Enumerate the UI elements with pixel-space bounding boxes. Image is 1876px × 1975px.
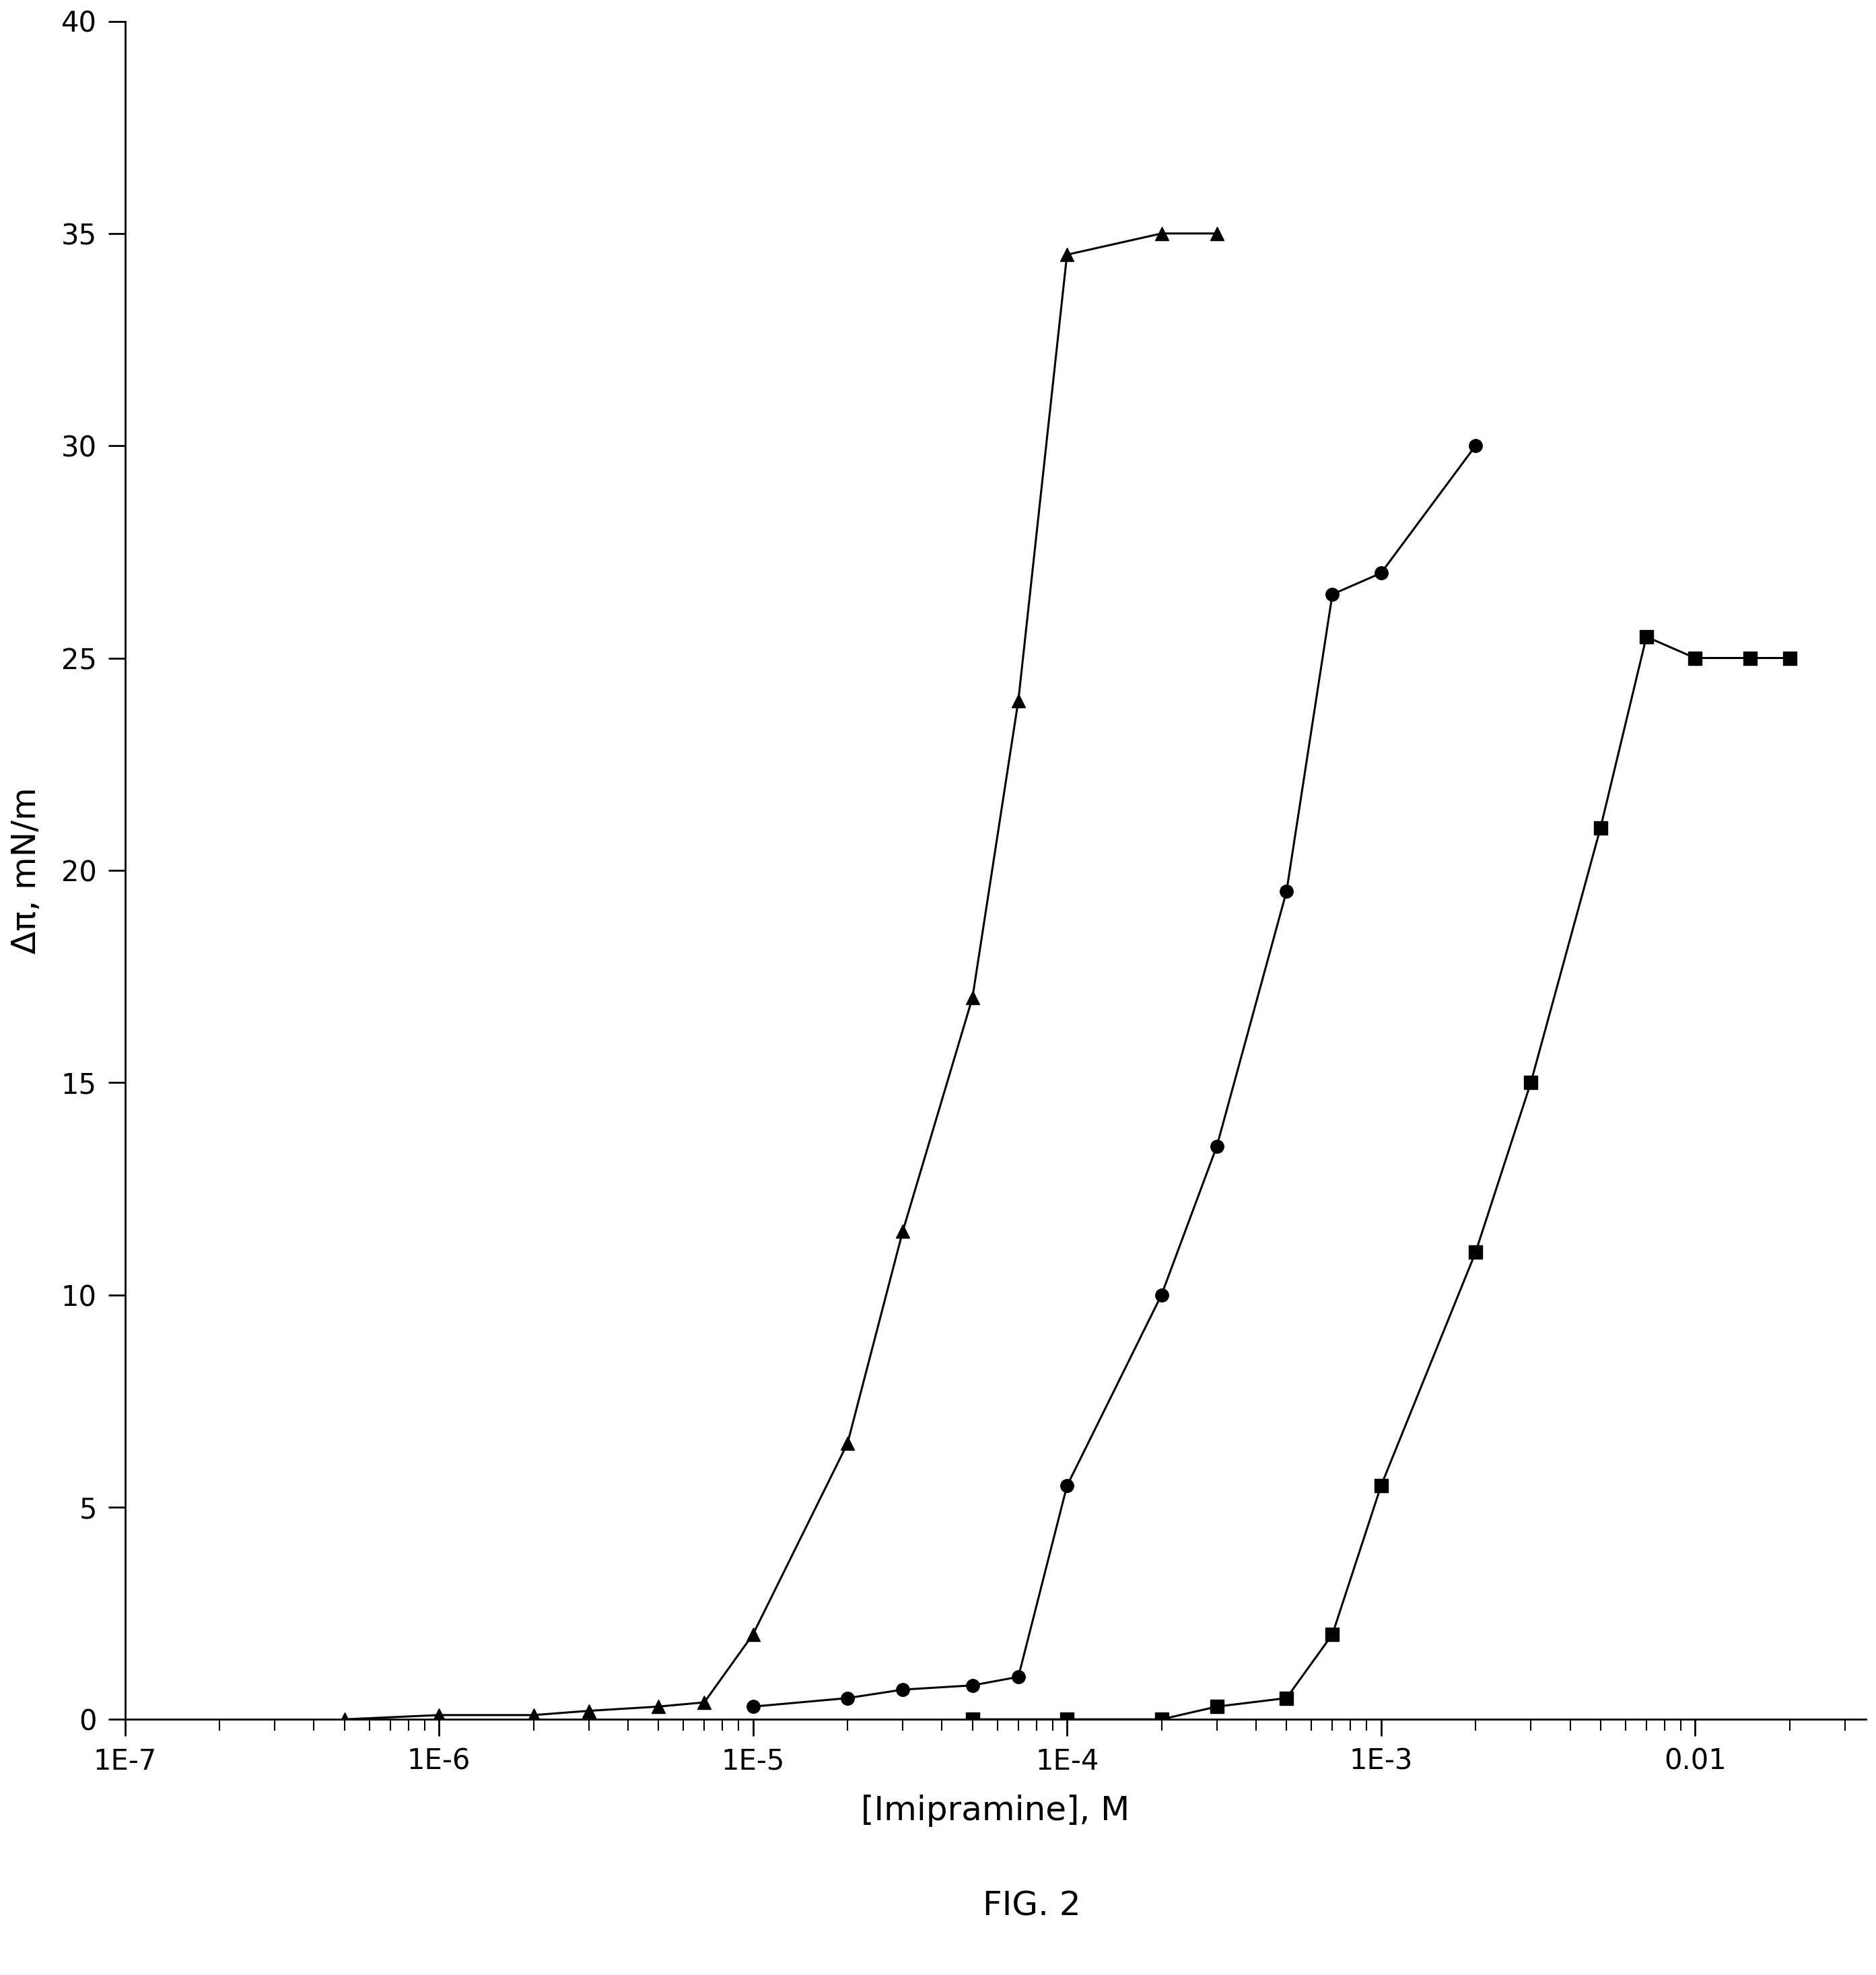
- Y-axis label: Δπ, mN/m: Δπ, mN/m: [9, 786, 43, 954]
- X-axis label: [Imipramine], M: [Imipramine], M: [861, 1795, 1129, 1827]
- Text: FIG. 2: FIG. 2: [983, 1890, 1081, 1922]
